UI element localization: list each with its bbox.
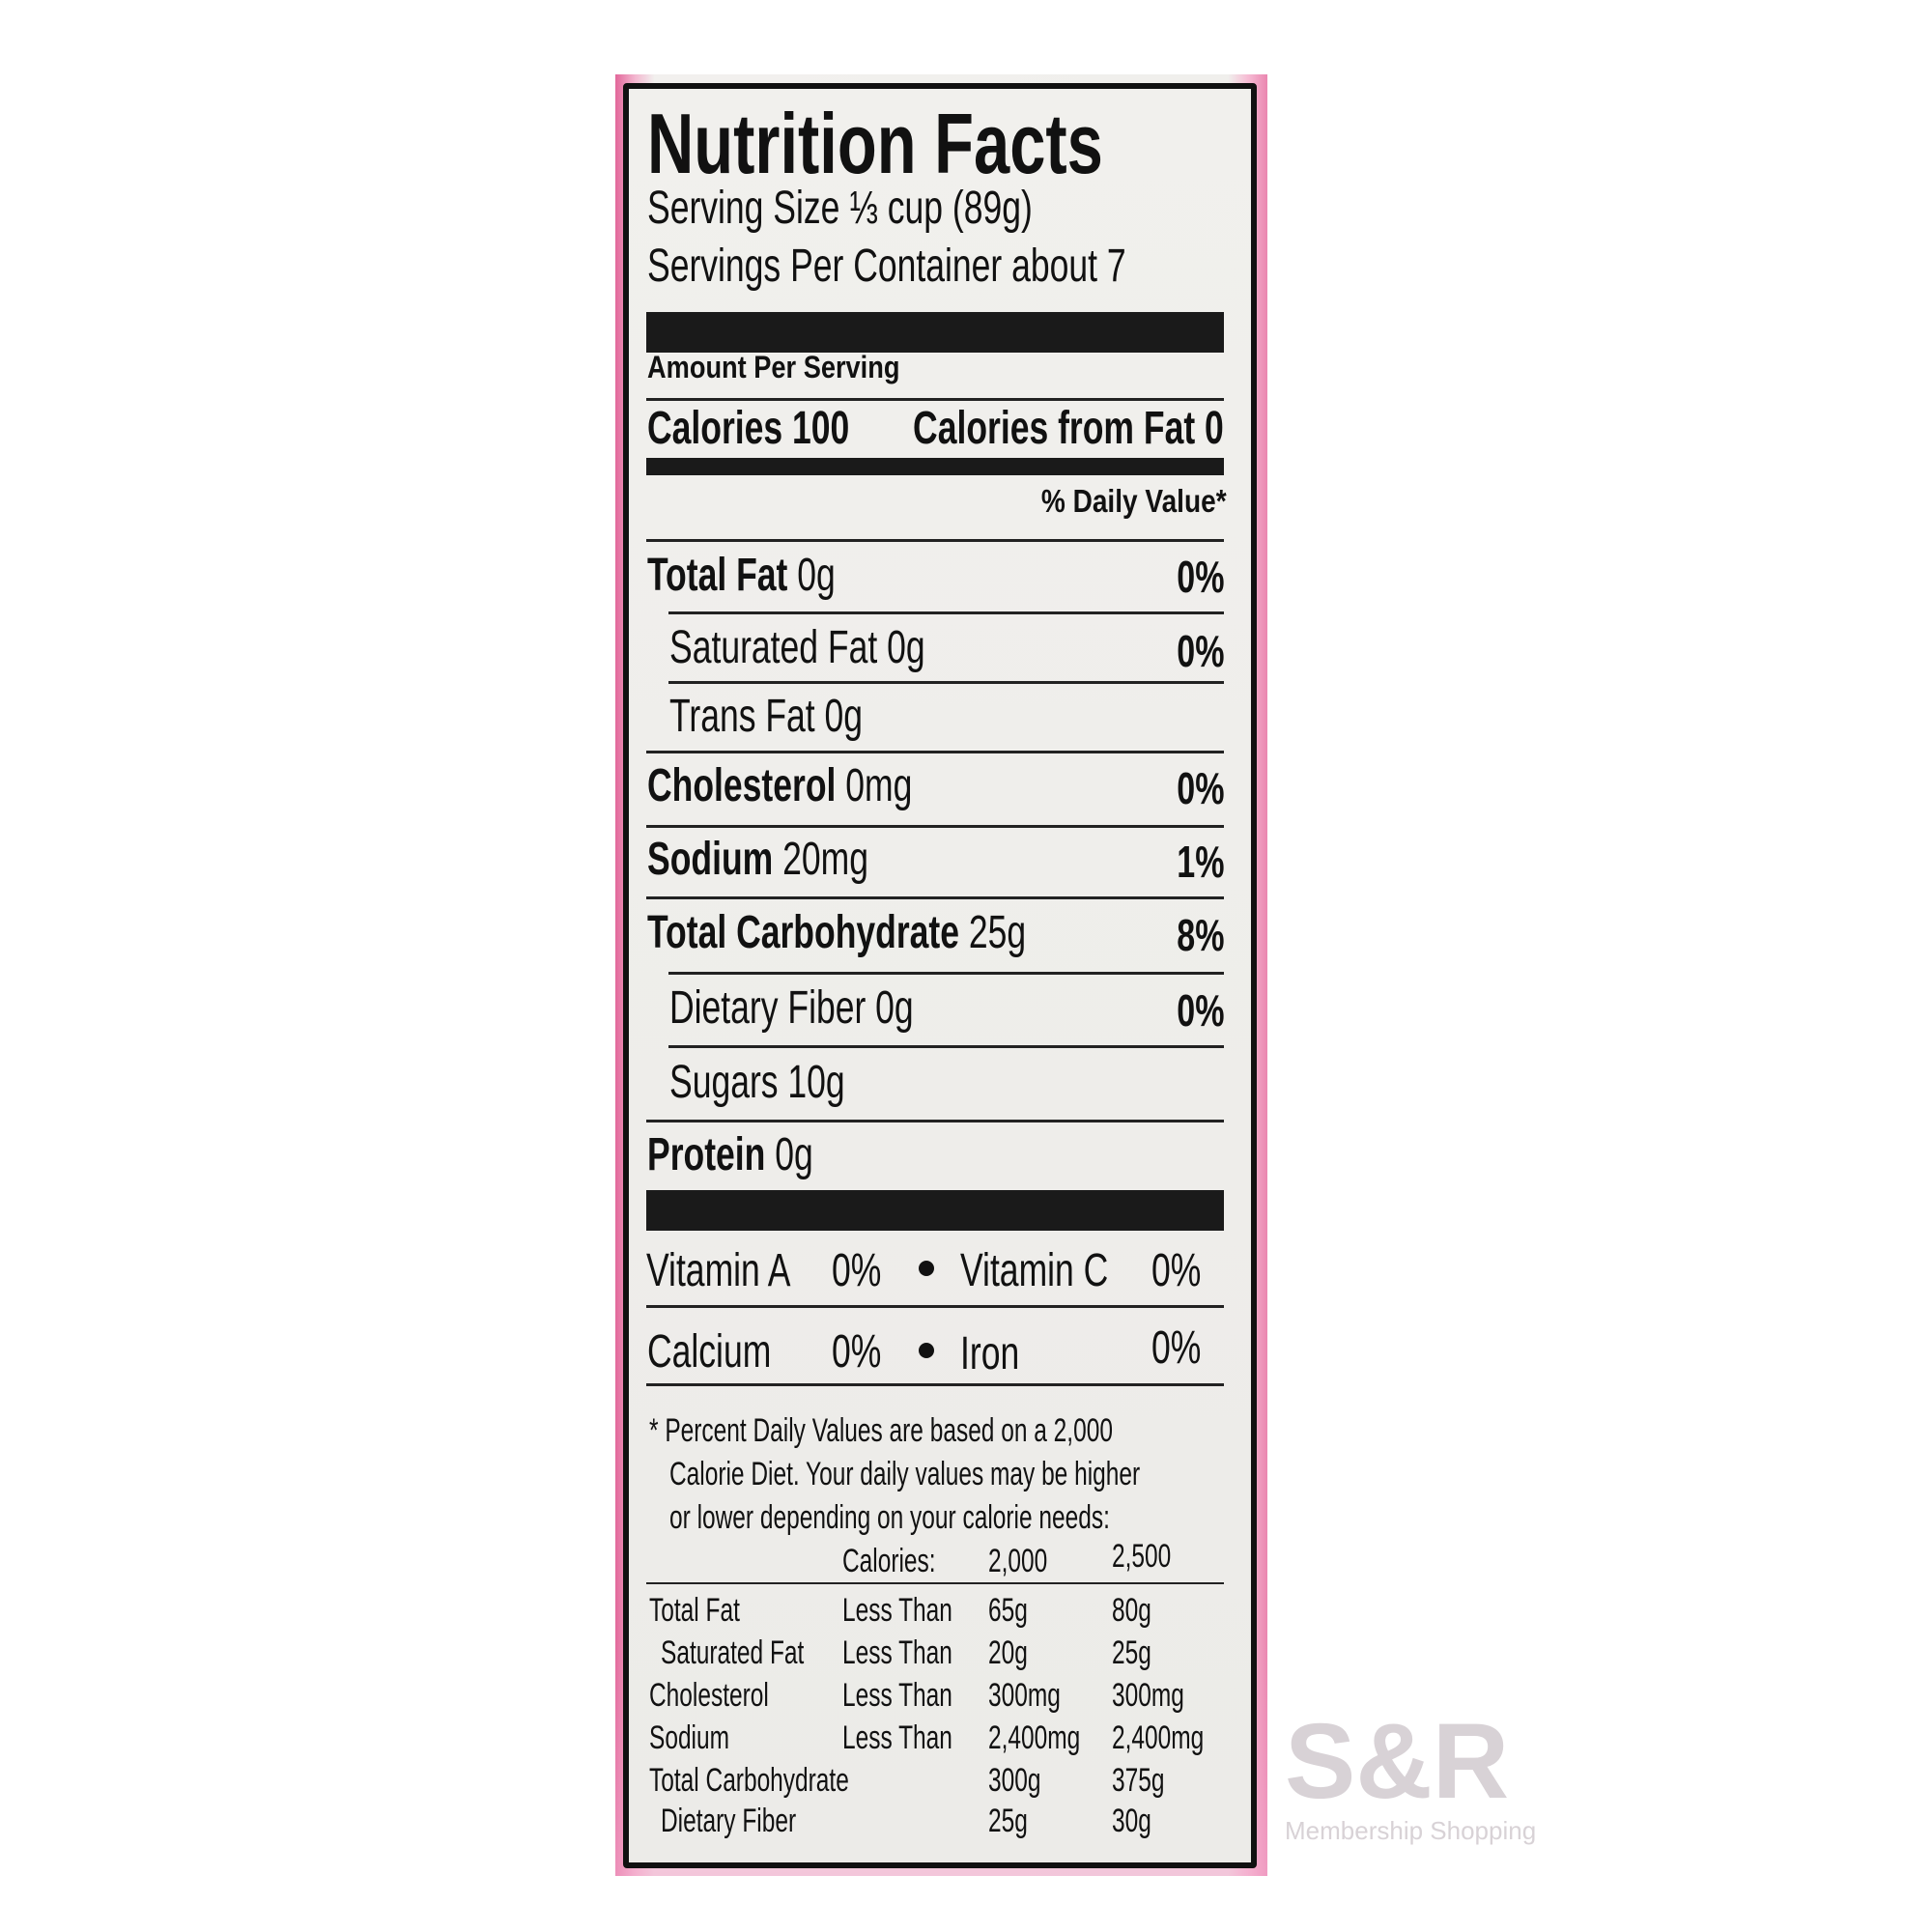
vitamin-a-label: Vitamin A [646, 1245, 791, 1296]
vitamin-c-dv: 0% [1151, 1245, 1202, 1296]
nutrient-cholesterol: Cholesterol 0mg [647, 760, 913, 811]
divider [646, 751, 1224, 753]
ref-nutrient: Saturated Fat [661, 1634, 805, 1671]
watermark-tagline: Membership Shopping [1285, 1816, 1537, 1845]
footnote-line-2: Calorie Diet. Your daily values may be h… [669, 1456, 1141, 1492]
ref-2500: 30g [1112, 1803, 1151, 1839]
ref-nutrient: Sodium [649, 1719, 730, 1756]
ref-qualifier: Less Than [842, 1634, 952, 1671]
ref-2000: 20g [988, 1634, 1028, 1671]
ref-nutrient: Total Carbohydrate [649, 1762, 849, 1799]
divider [646, 1383, 1224, 1386]
divider [646, 398, 1224, 401]
divider [668, 1045, 1224, 1048]
ref-2000: 300mg [988, 1677, 1061, 1714]
amount-per-serving: Amount Per Serving [647, 350, 900, 384]
ref-header-2000: 2,000 [988, 1543, 1048, 1579]
nutrient-trans-fat: Trans Fat 0g [669, 691, 864, 742]
nutrient-total-fat: Total Fat 0g [647, 550, 836, 601]
nutrient-saturated-fat: Saturated Fat 0g [669, 622, 925, 673]
ref-qualifier: Less Than [842, 1592, 952, 1629]
nutrient-dietary-fiber: Dietary Fiber 0g [669, 982, 914, 1034]
divider [646, 1305, 1224, 1308]
vitamin-a-dv: 0% [832, 1245, 882, 1296]
nutrition-label [623, 83, 1257, 1868]
divider [668, 681, 1224, 684]
servings-per-container: Servings Per Container about 7 [647, 241, 1126, 292]
calories-from-fat: Calories from Fat 0 [913, 403, 1224, 454]
footnote-line-1: * Percent Daily Values are based on a 2,… [649, 1412, 1113, 1449]
ref-qualifier: Less Than [842, 1719, 952, 1756]
calcium-label: Calcium [647, 1326, 772, 1378]
nutrient-protein: Protein 0g [647, 1129, 813, 1180]
dv-saturated-fat: 0% [1176, 626, 1224, 676]
dv-total-fat: 0% [1176, 552, 1224, 602]
serving-size: Serving Size ⅓ cup (89g) [647, 183, 1033, 234]
divider [668, 972, 1224, 975]
footnote-line-3: or lower depending on your calorie needs… [669, 1499, 1110, 1536]
thick-divider [646, 312, 1224, 353]
nutrient-sugars: Sugars 10g [669, 1057, 845, 1108]
thick-divider [646, 1190, 1224, 1231]
dv-sodium: 1% [1176, 837, 1224, 887]
ref-2500: 2,400mg [1112, 1719, 1205, 1756]
ref-2500: 80g [1112, 1592, 1151, 1629]
medium-divider [646, 458, 1224, 475]
ref-2500: 300mg [1112, 1677, 1184, 1714]
divider [646, 896, 1224, 899]
ref-header-label: Calories: [842, 1543, 936, 1579]
watermark-logo: S&R [1285, 1702, 1510, 1821]
dv-cholesterol: 0% [1176, 763, 1224, 813]
ref-2000: 65g [988, 1592, 1028, 1629]
ref-nutrient: Dietary Fiber [661, 1803, 797, 1839]
calories: Calories 100 [647, 403, 850, 454]
divider [646, 539, 1224, 542]
ref-nutrient: Total Fat [649, 1592, 740, 1629]
dv-dietary-fiber: 0% [1176, 985, 1224, 1036]
ref-2000: 2,400mg [988, 1719, 1081, 1756]
bullet-icon [919, 1261, 934, 1276]
divider [668, 611, 1224, 614]
ref-2000: 25g [988, 1803, 1028, 1839]
divider [646, 1120, 1224, 1122]
ref-nutrient: Cholesterol [649, 1677, 769, 1714]
divider [646, 825, 1224, 828]
ref-2500: 375g [1112, 1762, 1165, 1799]
calcium-dv: 0% [832, 1326, 882, 1378]
ref-2000: 300g [988, 1762, 1041, 1799]
label-title: Nutrition Facts [647, 96, 1103, 191]
iron-dv: 0% [1151, 1322, 1202, 1374]
bullet-icon [919, 1343, 934, 1358]
ref-header-2500: 2,500 [1112, 1538, 1172, 1575]
ref-2500: 25g [1112, 1634, 1151, 1671]
divider [646, 1582, 1224, 1584]
nutrient-total-carbohydrate: Total Carbohydrate 25g [647, 907, 1027, 958]
iron-label: Iron [960, 1328, 1020, 1379]
vitamin-c-label: Vitamin C [960, 1245, 1109, 1296]
nutrient-sodium: Sodium 20mg [647, 834, 868, 885]
ref-qualifier: Less Than [842, 1677, 952, 1714]
daily-value-header: % Daily Value* [1041, 483, 1227, 519]
dv-total-carbohydrate: 8% [1176, 910, 1224, 960]
